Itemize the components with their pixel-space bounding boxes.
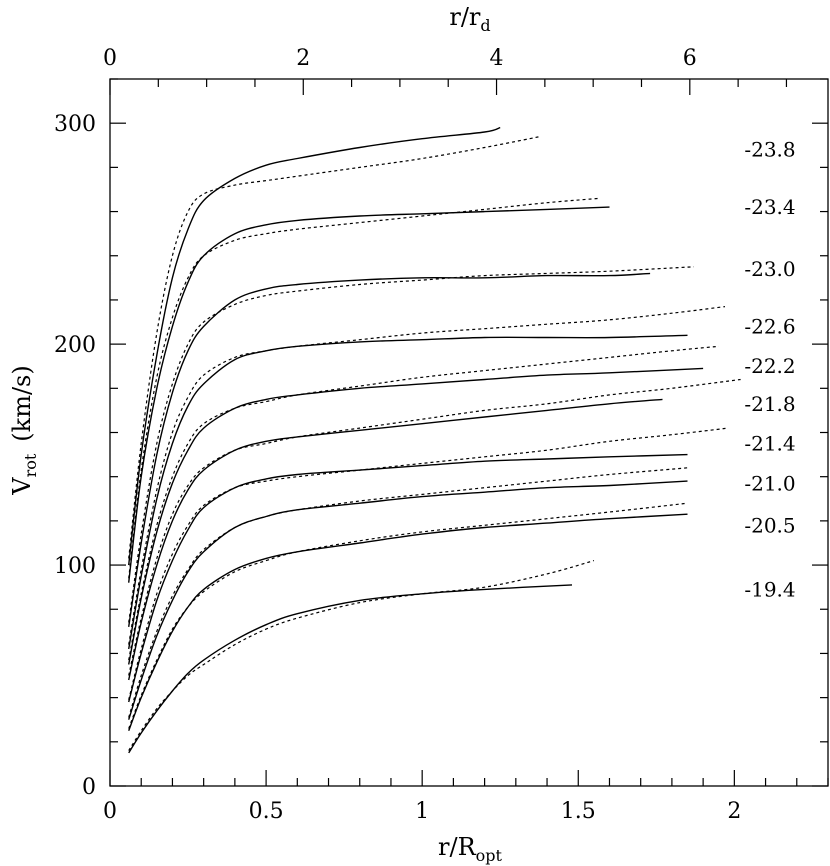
model-curve	[128, 135, 541, 559]
model-curve	[128, 266, 694, 623]
observed-curve	[128, 272, 651, 628]
series-group	[128, 266, 694, 628]
y-axis-title: Vrot (km/s)	[8, 365, 40, 496]
x2-tick-label: 6	[683, 46, 697, 71]
x-tick-label: 1	[415, 799, 429, 824]
model-curve	[128, 378, 741, 676]
curves-layer	[128, 126, 741, 754]
magnitude-label: -23.4	[744, 195, 795, 219]
magnitude-label: -22.6	[744, 314, 795, 338]
x-tick-label: 1.5	[561, 799, 596, 824]
magnitude-label: -21.8	[744, 392, 795, 416]
top-axis-title-subscript: d	[480, 16, 490, 35]
x-tick-label: 0.5	[249, 799, 284, 824]
observed-curve	[128, 398, 663, 681]
model-curve	[128, 502, 688, 729]
series-group	[128, 126, 541, 566]
magnitude-label: -23.8	[744, 138, 795, 162]
y-tick-label: 0	[82, 775, 96, 800]
magnitude-label: -21.0	[744, 471, 795, 495]
plot-frame	[109, 78, 829, 787]
observed-curve	[128, 480, 688, 720]
x-tick-label: 0	[103, 799, 117, 824]
observed-curve	[128, 453, 688, 703]
x-axis-title-main: r/R	[438, 833, 477, 861]
observed-curve	[128, 206, 610, 583]
model-curve	[128, 467, 688, 718]
x-tick-label: 2	[727, 799, 741, 824]
model-curve	[128, 560, 595, 751]
y-axis-title-subscript: rot	[21, 453, 40, 477]
x-axis-title-subscript: opt	[476, 846, 503, 865]
model-curve	[128, 306, 726, 645]
observed-curve	[128, 334, 688, 650]
magnitude-label: -22.2	[744, 354, 795, 378]
y-axis-title-main: V	[8, 477, 36, 496]
x2-tick-label: 2	[296, 46, 310, 71]
series-group	[128, 467, 688, 720]
observed-curve	[128, 126, 501, 566]
y-tick-label: 300	[54, 112, 96, 137]
axis-ticks	[109, 78, 829, 787]
observed-curve	[128, 367, 704, 665]
magnitude-label: -19.4	[744, 577, 795, 601]
tick-labels: 0 0.5 1 1.5 2 0 2 4 6 0 100 200 300	[54, 46, 741, 824]
top-axis-title: r/rd	[449, 3, 490, 35]
series-group	[128, 378, 741, 681]
x2-tick-label: 4	[490, 46, 504, 71]
series-group	[128, 502, 688, 732]
observed-curve	[128, 584, 573, 754]
series-group	[128, 306, 726, 650]
series-group	[128, 560, 595, 754]
magnitude-label: -21.4	[744, 432, 795, 456]
model-curve	[128, 345, 719, 661]
top-axis-title-main: r/r	[449, 3, 481, 31]
magnitude-label: -23.0	[744, 257, 795, 281]
y-axis-title-unit: (km/s)	[8, 365, 36, 441]
observed-curve	[128, 513, 688, 732]
series-labels: -23.8 -23.4 -23.0 -22.6 -22.2 -21.8 -21.4 -21.0…	[744, 138, 795, 602]
x-axis-title: r/Ropt	[438, 833, 503, 865]
magnitude-label: -20.5	[744, 513, 795, 537]
series-group	[128, 427, 729, 703]
y-tick-label: 100	[54, 554, 96, 579]
y-tick-label: 200	[54, 333, 96, 358]
series-group	[128, 197, 610, 583]
series-group	[128, 345, 719, 665]
model-curve	[128, 427, 729, 700]
x2-tick-label: 0	[103, 46, 117, 71]
